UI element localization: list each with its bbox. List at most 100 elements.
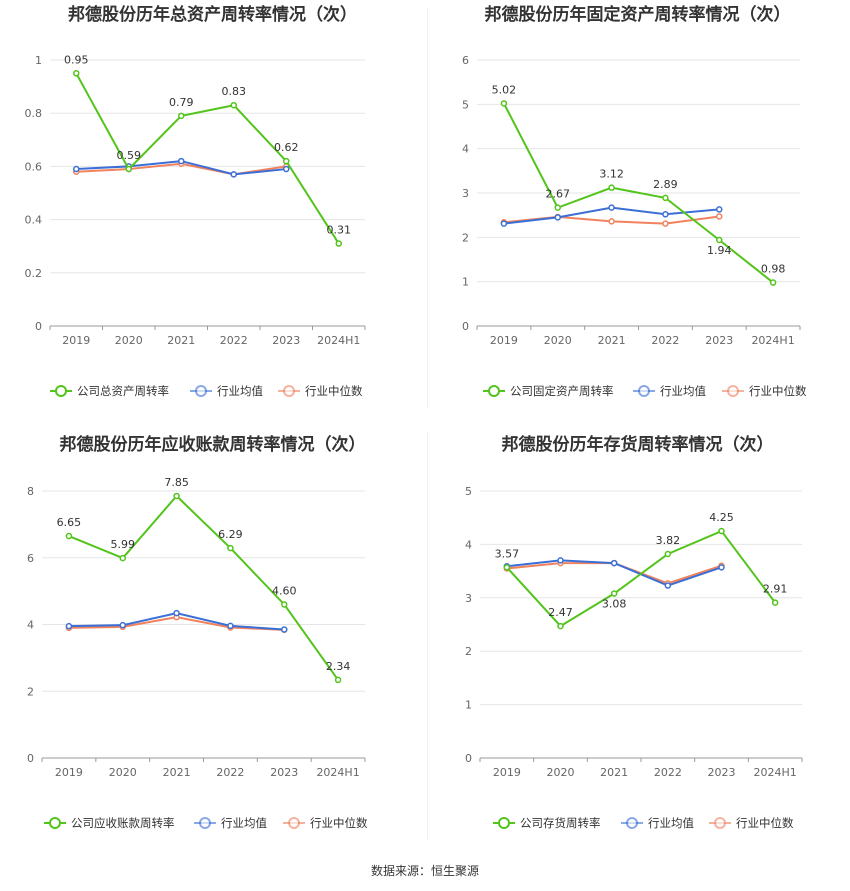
x-tick-label: 2023	[270, 766, 298, 779]
data-label: 0.83	[222, 85, 247, 98]
data-label: 6.65	[57, 516, 82, 529]
data-point-company	[557, 622, 564, 630]
legend-swatch-marker	[498, 817, 510, 829]
data-point-company	[230, 101, 237, 109]
legend-item-median[interactable]: 行业中位数	[722, 384, 807, 398]
y-tick-label: 0	[27, 752, 34, 765]
data-point-company	[119, 554, 126, 562]
y-tick-label: 1	[35, 54, 42, 67]
x-tick-label: 2019	[493, 766, 521, 779]
legend-item-avg[interactable]: 行业均值	[621, 816, 694, 830]
data-point-avg	[662, 211, 669, 218]
data-point-company	[125, 165, 132, 173]
legend-label: 行业均值	[660, 384, 706, 398]
chart-panel-inventory-turnover: 邦德股份历年存货周转率情况（次） 0 1 2 3 4 5 2019 2020 2021 2022 20…	[425, 430, 850, 850]
legend-item-company[interactable]: 公司固定资产周转率	[483, 384, 614, 398]
y-tick-label: 4	[465, 538, 472, 551]
x-tick-label: 2023	[708, 766, 736, 779]
x-tick-label: 2021	[163, 766, 191, 779]
data-point-avg	[230, 171, 237, 178]
data-point-avg	[173, 609, 180, 617]
legend-swatch-marker	[195, 385, 207, 397]
legend-label: 行业均值	[648, 816, 694, 830]
x-tick-label: 2024H1	[316, 766, 359, 779]
data-point-avg	[283, 165, 290, 173]
data-point-company	[173, 492, 180, 500]
x-tick-label: 2024H1	[751, 334, 794, 347]
legend-label: 公司总资产周转率	[77, 384, 169, 398]
legend-item-company[interactable]: 公司应收账款周转率	[44, 816, 175, 830]
data-point-company	[664, 550, 672, 558]
data-label: 0.31	[327, 224, 352, 237]
legend-swatch-marker	[626, 817, 638, 829]
chart-title: 邦德股份历年存货周转率情况（次）	[502, 434, 774, 455]
data-label: 0.62	[274, 141, 299, 154]
data-point-company	[503, 564, 511, 571]
y-tick-label: 2	[465, 645, 472, 658]
y-tick-label: 1	[465, 699, 472, 712]
legend-item-company[interactable]: 公司总资产周转率	[50, 384, 169, 398]
data-point-avg	[557, 557, 564, 564]
legend-item-median[interactable]: 行业中位数	[283, 816, 368, 830]
data-point-avg	[281, 626, 288, 633]
data-point-median	[662, 220, 669, 227]
legend-label: 公司应收账款周转率	[71, 816, 175, 830]
data-label: 5.02	[492, 83, 517, 96]
x-tick-label: 2020	[109, 766, 137, 779]
legend-item-company[interactable]: 公司存货周转率	[493, 816, 601, 830]
y-tick-label: 2	[27, 685, 34, 698]
data-point-company	[662, 194, 669, 202]
data-point-company	[771, 599, 779, 606]
vertical-divider-bottom	[427, 432, 428, 840]
legend-label: 公司固定资产周转率	[510, 384, 614, 398]
x-tick-label: 2021	[600, 766, 628, 779]
data-point-company	[610, 590, 618, 597]
data-label: 6.29	[218, 528, 243, 541]
legend-label: 行业均值	[217, 384, 263, 398]
y-tick-label: 0.8	[25, 107, 43, 120]
legend-item-median[interactable]: 行业中位数	[278, 384, 363, 398]
chart-svg-4: 邦德股份历年存货周转率情况（次） 0 1 2 3 4 5 2019 2020 2021 2022 20…	[465, 434, 803, 830]
data-label: 2.47	[548, 606, 573, 619]
data-point-company	[500, 100, 508, 107]
x-tick-label: 2023	[705, 334, 733, 347]
data-point-company	[73, 70, 80, 77]
y-tick-label: 1	[462, 276, 469, 289]
data-label: 0.95	[64, 53, 89, 66]
x-tick-label: 2020	[115, 334, 143, 347]
y-tick-label: 4	[462, 143, 469, 156]
legend-swatch-marker	[49, 817, 61, 829]
x-tick-label: 2019	[490, 334, 518, 347]
legend-label: 行业均值	[221, 816, 267, 830]
legend-swatch-marker	[727, 385, 739, 397]
chart-panel-receivable-turnover: 邦德股份历年应收账款周转率情况（次） 0 2 4 6 8 2019 2020 2021 2022 2…	[0, 430, 425, 850]
y-tick-label: 3	[465, 592, 472, 605]
x-tick-label: 2022	[654, 766, 682, 779]
legend-item-avg[interactable]: 行业均值	[194, 816, 267, 830]
legend-swatch-marker	[488, 385, 500, 397]
series-line-company	[75, 72, 340, 245]
y-tick-label: 5	[465, 485, 472, 498]
data-label: 3.82	[656, 534, 681, 547]
data-point-avg	[608, 204, 615, 211]
data-label: 3.08	[602, 598, 627, 611]
data-label: 7.85	[164, 476, 189, 489]
x-tick-label: 2019	[62, 334, 90, 347]
y-tick-label: 4	[27, 619, 34, 632]
data-label: 1.94	[707, 244, 732, 257]
chart-title: 邦德股份历年总资产周转率情况（次）	[68, 4, 357, 25]
legend-item-avg[interactable]: 行业均值	[633, 384, 706, 398]
y-tick-label: 6	[27, 552, 34, 565]
data-point-company	[227, 544, 234, 552]
legend-swatch-marker	[714, 817, 726, 829]
y-tick-label: 0.2	[25, 267, 43, 280]
chart-panel-fixed-asset-turnover: 邦德股份历年固定资产周转率情况（次） 0 1 2 3 4 5 6 2019 2020 2021 202…	[425, 0, 850, 415]
legend-item-avg[interactable]: 行业均值	[190, 384, 263, 398]
legend-label: 行业中位数	[749, 384, 807, 398]
legend-label: 行业中位数	[305, 384, 363, 398]
series-line-company	[68, 494, 339, 681]
legend-item-median[interactable]: 行业中位数	[709, 816, 794, 830]
x-tick-label: 2024H1	[317, 334, 360, 347]
x-tick-label: 2022	[220, 334, 248, 347]
y-tick-label: 8	[27, 485, 34, 498]
